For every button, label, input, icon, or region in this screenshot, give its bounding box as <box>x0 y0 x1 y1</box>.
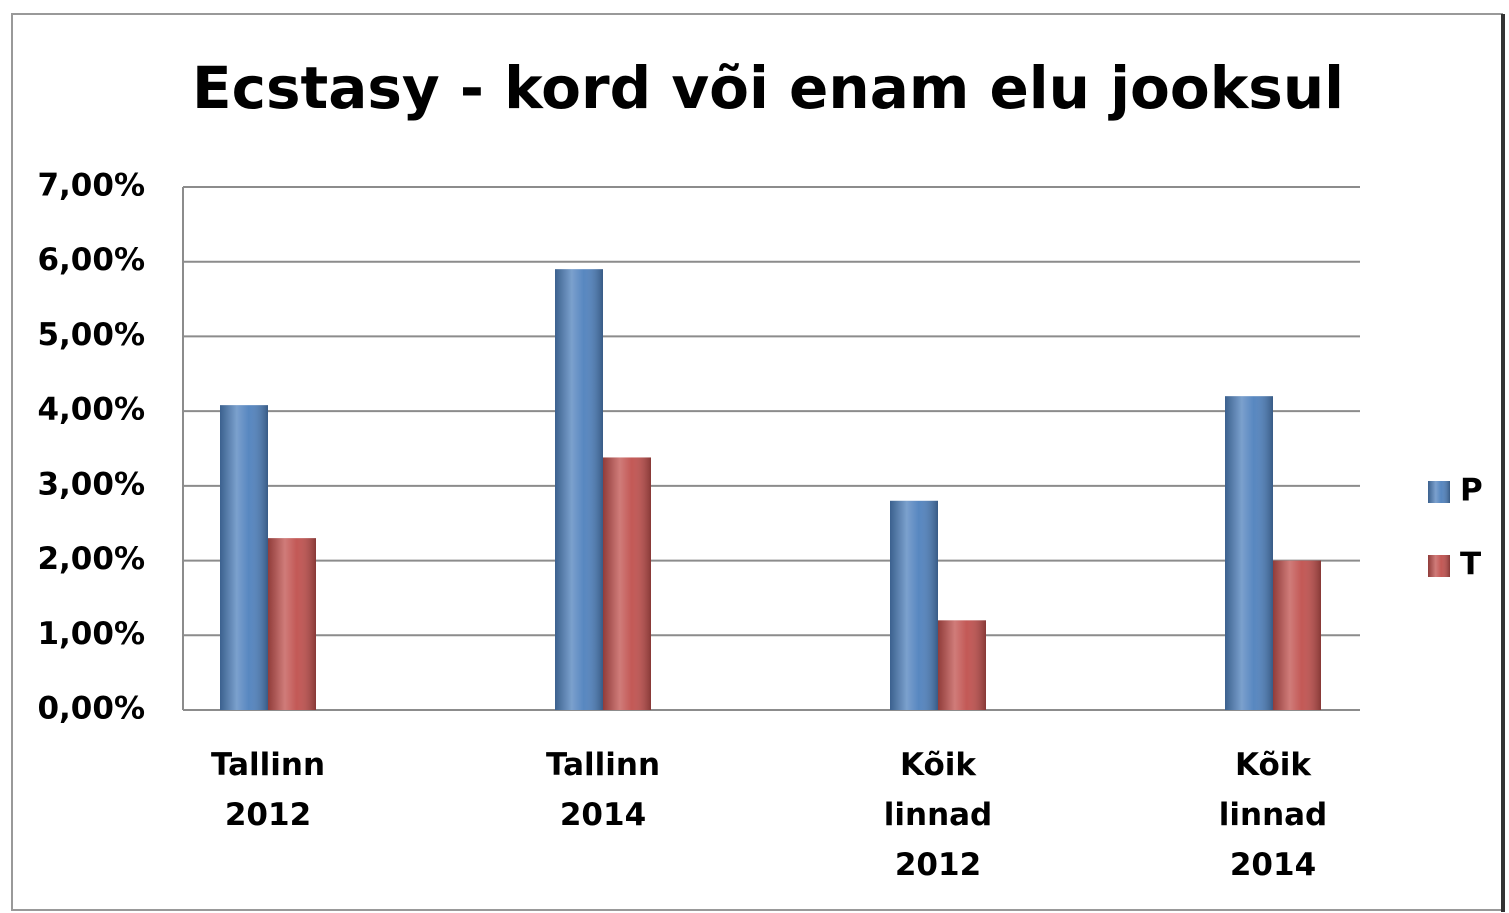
y-tick-label: 6,00% <box>37 242 145 278</box>
bar-shade <box>938 620 986 710</box>
y-tick-label: 1,00% <box>37 616 145 652</box>
x-tick-line: 2014 <box>1230 847 1316 883</box>
x-tick-line: 2012 <box>895 847 981 883</box>
y-tick-label: 4,00% <box>37 392 145 428</box>
legend-swatch-shade <box>1428 481 1450 503</box>
bar-shade <box>1225 396 1273 710</box>
x-tick-line: Kõik <box>900 747 977 783</box>
legend-swatch-shade <box>1428 555 1450 577</box>
x-tick-line: Kõik <box>1235 747 1312 783</box>
legend-label: T <box>1460 547 1481 583</box>
y-tick-label: 3,00% <box>37 466 145 502</box>
bar-shade <box>890 500 938 710</box>
bar-shade <box>220 405 268 710</box>
x-tick-line: 2012 <box>225 797 311 833</box>
y-tick-label: 5,00% <box>37 317 145 353</box>
x-tick-label: Kõik linnad 2012 <box>884 747 993 883</box>
y-tick-label: 0,00% <box>37 691 145 727</box>
bar-shade <box>1273 560 1321 710</box>
bar-shade <box>555 269 603 710</box>
chart-title: Ecstasy - kord või enam elu jooksul <box>192 54 1344 122</box>
x-tick-label: Tallinn 2014 <box>546 747 660 833</box>
x-tick-line: linnad <box>1219 797 1328 833</box>
legend-label: P <box>1460 473 1483 509</box>
x-tick-line: Tallinn <box>546 747 660 783</box>
bar-shade <box>603 457 651 710</box>
x-tick-line: linnad <box>884 797 993 833</box>
x-tick-line: Tallinn <box>211 747 325 783</box>
bar-shade <box>268 538 316 710</box>
x-tick-label: Kõik linnad 2014 <box>1219 747 1328 883</box>
x-tick-label: Tallinn 2012 <box>211 747 325 833</box>
y-tick-label: 7,00% <box>37 168 145 204</box>
y-tick-label: 2,00% <box>37 541 145 577</box>
x-tick-line: 2014 <box>560 797 646 833</box>
